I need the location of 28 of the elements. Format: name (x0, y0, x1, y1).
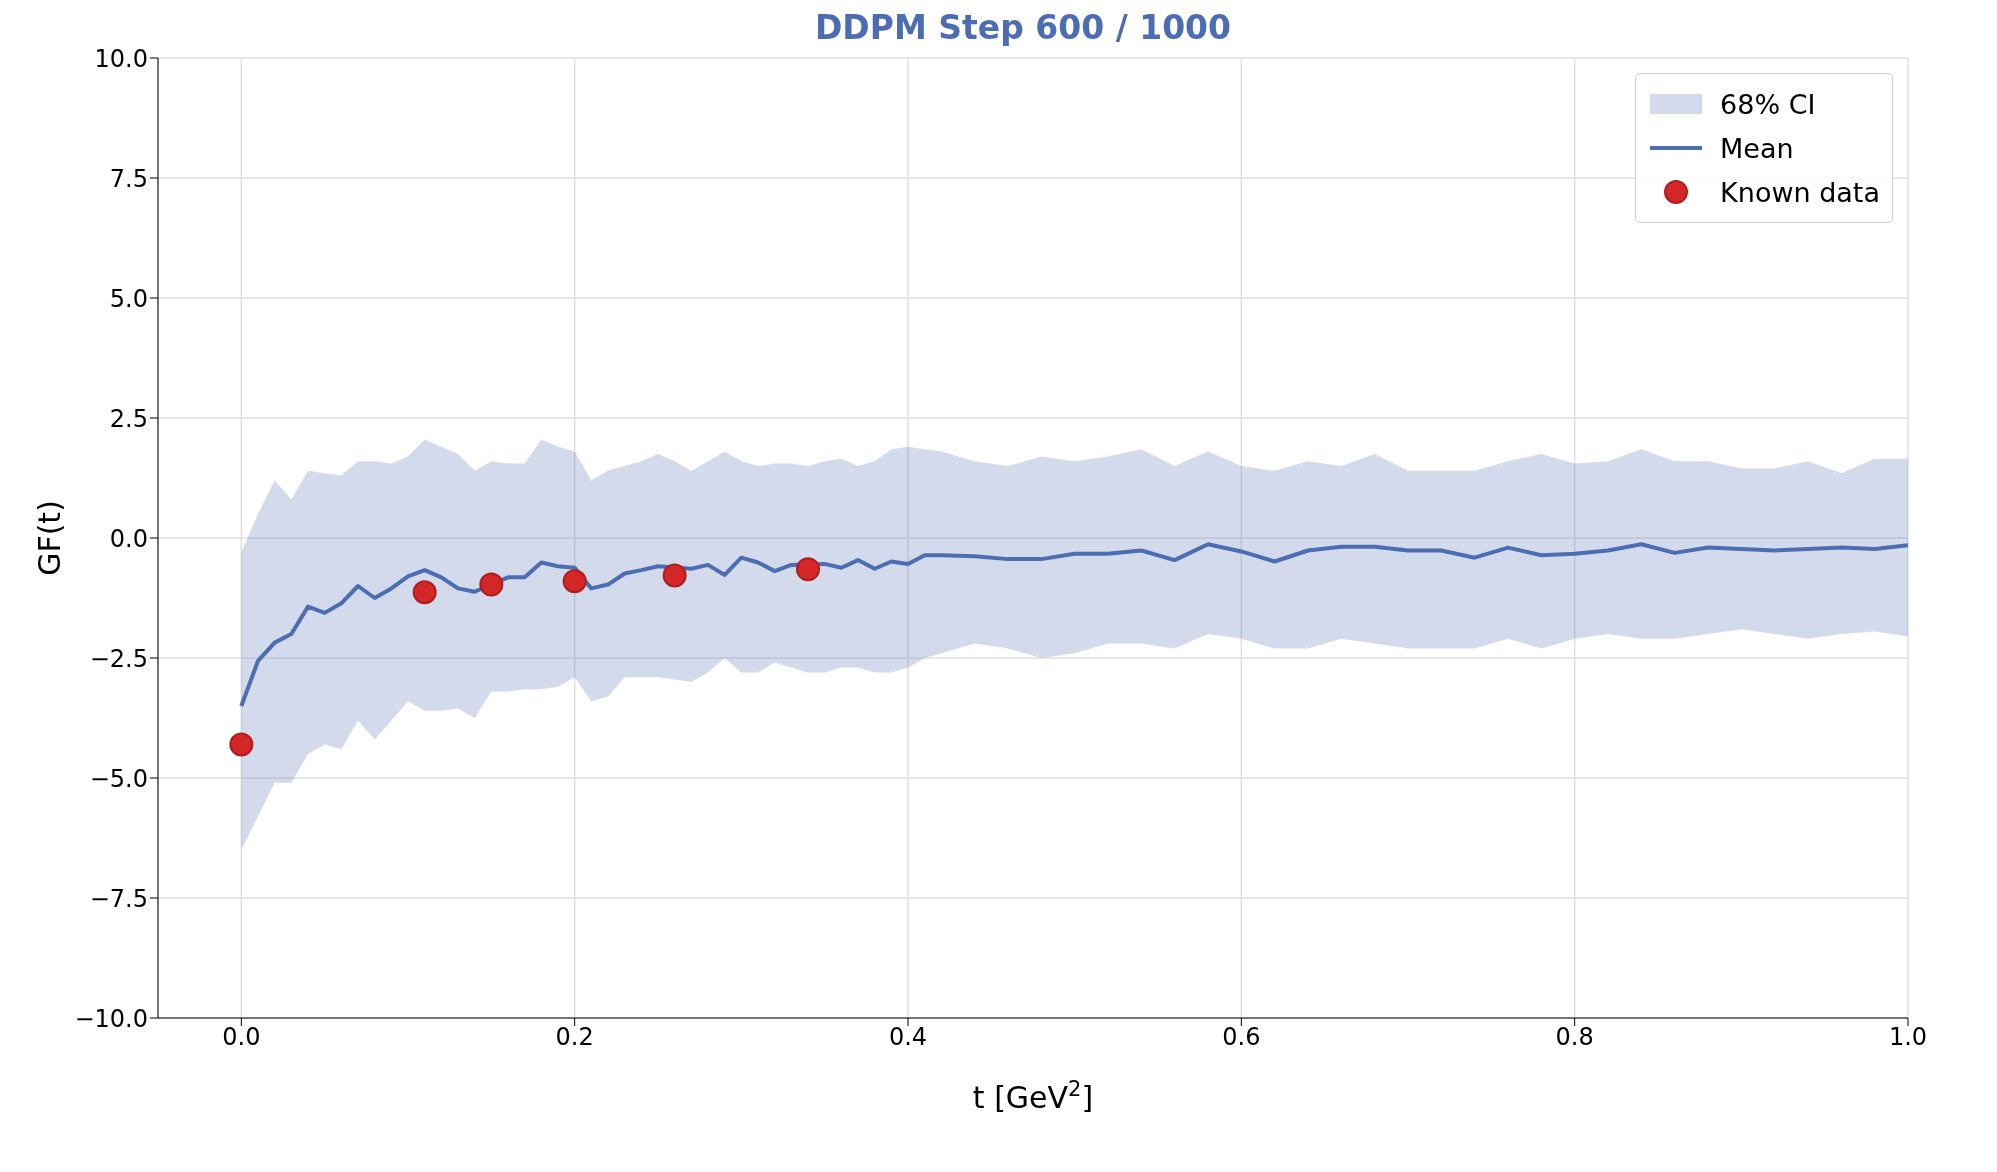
x-tick-label: 0.4 (888, 1023, 928, 1052)
point (662, 563, 687, 588)
x-tick-label: 0.6 (1222, 1023, 1261, 1052)
point (229, 732, 254, 757)
x-tick-label: 1.0 (1888, 1023, 1928, 1052)
legend-label: Known data (1720, 176, 1880, 208)
legend-label: Mean (1720, 132, 1794, 164)
point (562, 569, 587, 594)
x-tick-label: 0.2 (555, 1023, 594, 1052)
point (412, 580, 437, 605)
point (796, 557, 820, 582)
x-tick-label: 0.8 (1555, 1023, 1594, 1052)
line-series (239, 542, 1908, 708)
y-tick-label: −5.0 (89, 764, 148, 793)
y-tick-label: −7.5 (89, 884, 148, 913)
y-tick-label: 5.0 (109, 284, 148, 313)
y-tick-label: 10.0 (94, 44, 148, 73)
x-tick-label: 0.0 (222, 1023, 261, 1052)
y-tick-label: −2.5 (89, 644, 148, 673)
y-tick-label: 2.5 (109, 404, 148, 433)
chart-title: DDPM Step 600 / 1000 (814, 8, 1232, 47)
x-axis-title: t [GeV$^{2}$] (972, 1077, 1094, 1115)
annotation: 68% CI (1720, 88, 1816, 120)
y-axis-title: GF(t) (32, 500, 67, 576)
y-tick-label: 7.5 (109, 164, 148, 193)
y-tick-label: −10.0 (74, 1004, 148, 1033)
y-tick-label: 0.0 (109, 524, 148, 553)
point (479, 572, 504, 597)
